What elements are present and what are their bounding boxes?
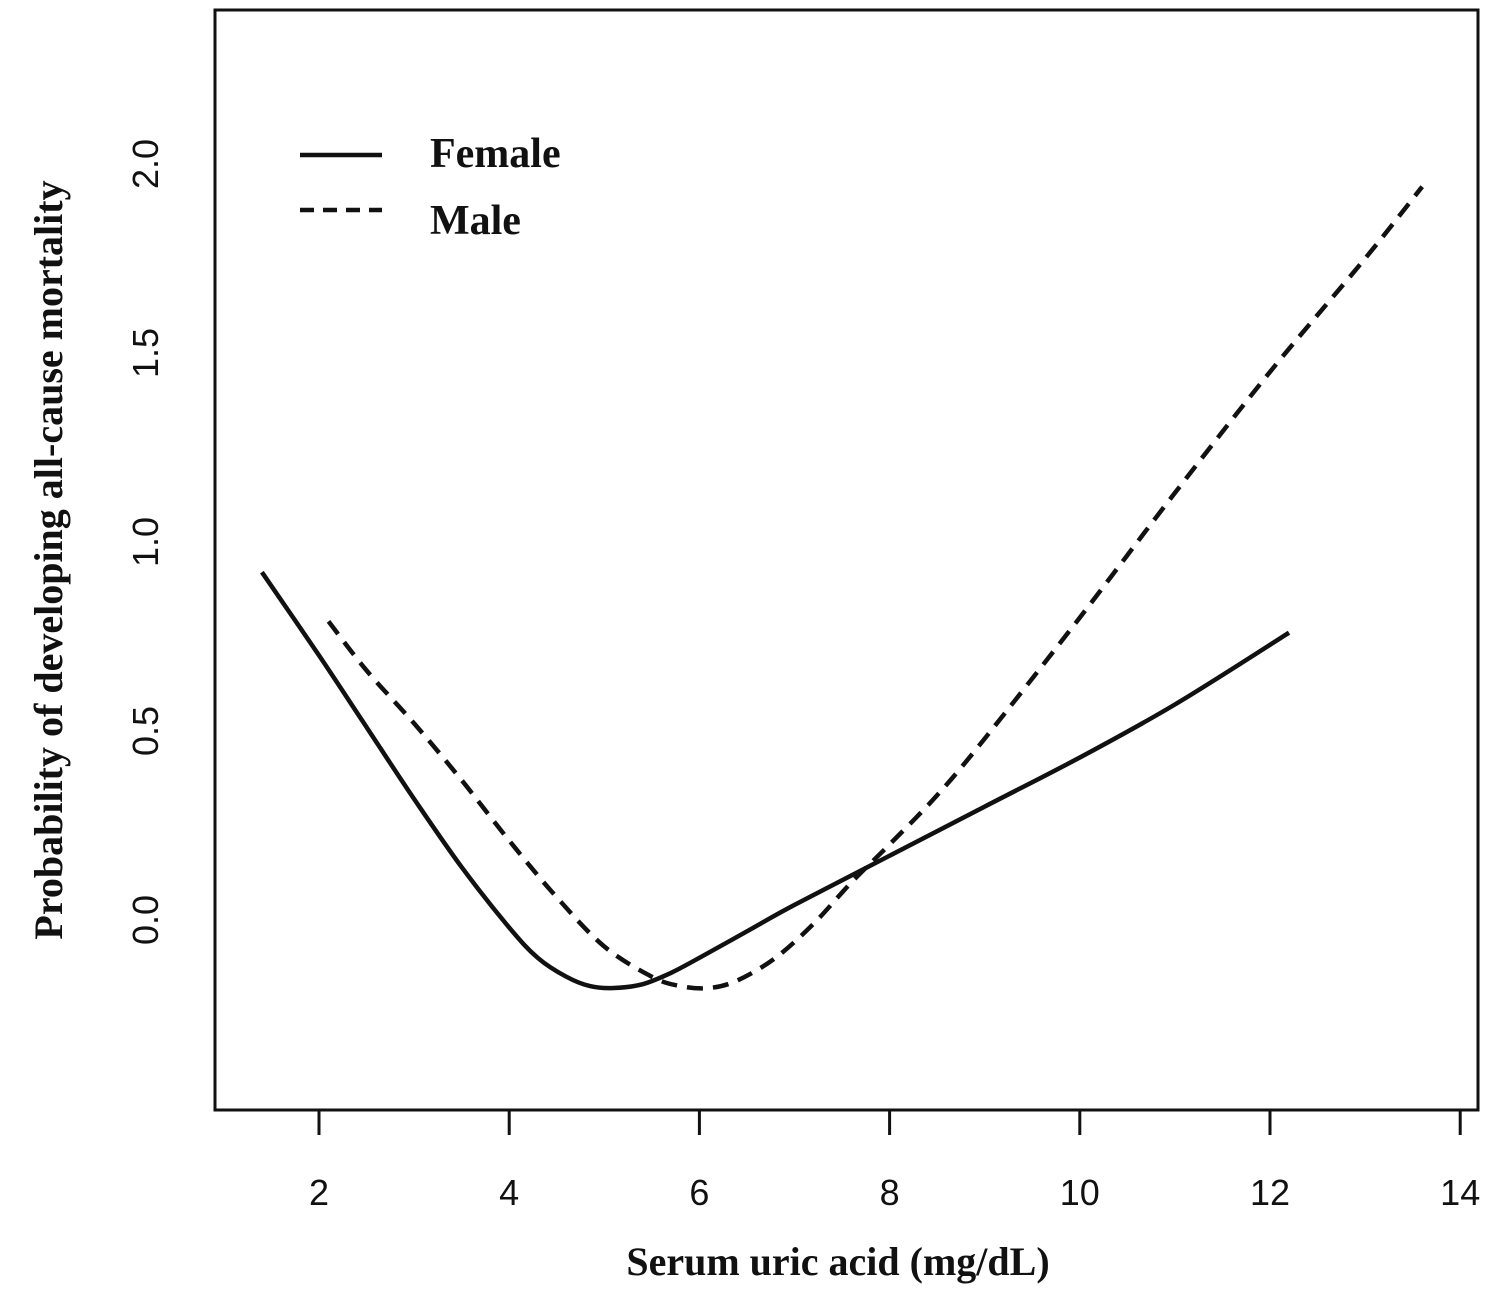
legend-label-male: Male xyxy=(430,198,521,244)
x-tick-label: 4 xyxy=(499,1172,519,1213)
x-tick-label: 8 xyxy=(880,1172,900,1213)
y-tick-label: 1.0 xyxy=(125,517,166,567)
y-tick-label: 1.5 xyxy=(125,328,166,378)
y-tick-label: 0.0 xyxy=(125,895,166,945)
series-line-female xyxy=(260,570,1291,991)
y-axis-title: Probability of developing all-cause mort… xyxy=(26,180,71,939)
x-axis-title: Serum uric acid (mg/dL) xyxy=(626,1239,1049,1284)
x-tick-label: 6 xyxy=(689,1172,709,1213)
x-tick-label: 2 xyxy=(309,1172,329,1213)
x-axis-ticks: 2 4 6 8 10 12 14 xyxy=(309,1110,1480,1213)
series-line-male xyxy=(326,185,1424,991)
y-tick-label: 2.0 xyxy=(125,139,166,189)
y-axis-ticks: 0.0 0.5 1.0 1.5 2.0 xyxy=(125,139,166,945)
y-tick-label: 0.5 xyxy=(125,706,166,756)
legend-label-female: Female xyxy=(430,131,561,177)
x-tick-label: 12 xyxy=(1250,1172,1290,1213)
x-tick-label: 14 xyxy=(1440,1172,1480,1213)
legend: Female Male xyxy=(300,131,561,244)
plot-frame xyxy=(213,8,1480,1112)
x-tick-label: 10 xyxy=(1060,1172,1100,1213)
series-layer xyxy=(260,185,1424,991)
